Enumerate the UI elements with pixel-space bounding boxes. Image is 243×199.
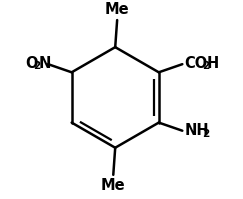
Text: 2: 2 xyxy=(202,129,209,139)
Text: NH: NH xyxy=(184,123,209,138)
Text: 2: 2 xyxy=(34,61,41,71)
Text: CO: CO xyxy=(184,56,208,71)
Text: N: N xyxy=(38,56,51,71)
Text: 2: 2 xyxy=(202,61,209,71)
Text: Me: Me xyxy=(105,2,130,17)
Text: O: O xyxy=(25,56,37,71)
Text: H: H xyxy=(207,56,219,71)
Text: Me: Me xyxy=(101,178,126,193)
